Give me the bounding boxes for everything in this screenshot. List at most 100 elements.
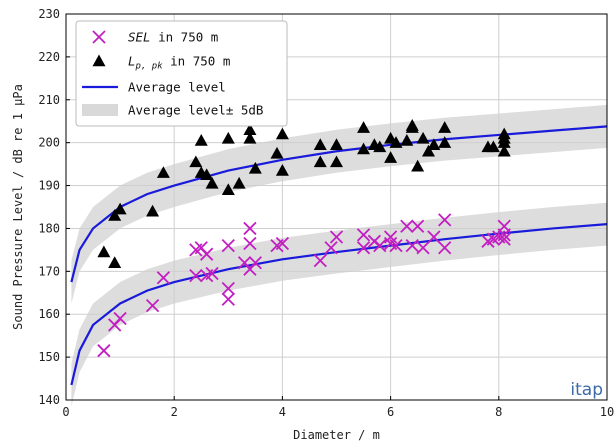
- lpk-point: [357, 142, 371, 155]
- lpk-point: [189, 155, 203, 168]
- lpk-point: [270, 146, 284, 159]
- sel-point: [324, 241, 338, 255]
- x-tick-label: 6: [387, 405, 394, 419]
- sel-point: [383, 230, 398, 244]
- sel-point: [389, 238, 403, 253]
- lpk-point: [373, 140, 387, 153]
- sel-x-stroke: [313, 253, 327, 268]
- sel-x-stroke: [400, 219, 414, 233]
- sel-point: [113, 311, 127, 326]
- sel-x-stroke: [416, 241, 430, 255]
- legend-sel-marker: [92, 30, 106, 44]
- sel-x-stroke: [324, 241, 338, 255]
- lpk-point: [156, 166, 170, 178]
- lpk-point: [497, 127, 511, 140]
- sel-x-stroke: [383, 230, 398, 244]
- sel-x-stroke: [189, 268, 203, 283]
- x-tick-label: 10: [600, 405, 614, 419]
- sel-point: [356, 228, 371, 242]
- lpk-point: [411, 159, 425, 172]
- lpk-point: [200, 168, 214, 181]
- lpk-point: [275, 127, 289, 140]
- legend-box: [75, 20, 288, 127]
- sel-x-stroke: [97, 344, 111, 358]
- sel-x-stroke: [383, 236, 398, 251]
- axis-ticks: 0 2 4 6 8 10 140 150 160 170 180 190 200 210 220 230: [38, 7, 614, 419]
- legend-label-sel: SEL in 750 m: [128, 30, 218, 45]
- sel-point: [427, 230, 441, 244]
- y-axis-label: Sound Pressure Level / dB re 1 μPa: [11, 84, 25, 330]
- lpk-point: [438, 121, 452, 133]
- lpk-point: [205, 176, 219, 189]
- x-tick-label: 8: [495, 405, 502, 419]
- sel-point: [97, 344, 111, 358]
- legend-subscript: p, pk: [135, 62, 164, 72]
- legend-band-swatch: [82, 104, 118, 116]
- sel-point: [373, 238, 387, 253]
- x-axis-label: Diameter / m: [293, 428, 380, 442]
- sel-point: [405, 238, 419, 253]
- y-tick-label: 230: [38, 7, 60, 21]
- sel-x-stroke: [243, 221, 257, 236]
- lpk-point: [243, 131, 257, 144]
- sel-x-stroke: [427, 230, 441, 244]
- sel-x-stroke: [373, 238, 387, 253]
- lpk-point: [486, 140, 500, 153]
- x-tick-label: 4: [279, 405, 286, 419]
- lpk-point: [221, 131, 235, 144]
- legend-lpk-marker: [92, 54, 106, 67]
- sel-point: [189, 268, 203, 283]
- average-level-band: [71, 104, 607, 304]
- lpk-point: [400, 134, 414, 146]
- sel-point: [411, 219, 425, 233]
- legend-italic: L: [128, 54, 136, 69]
- sel-point: [416, 241, 430, 255]
- sel-x-stroke: [248, 256, 262, 270]
- legend-label-band: Average level± 5dB: [128, 103, 263, 118]
- sel-point: [221, 281, 235, 296]
- lpk-point: [313, 138, 327, 151]
- lpk-point: [497, 144, 511, 157]
- lpk-point: [248, 161, 262, 174]
- legend-label-average: Average level: [128, 80, 226, 95]
- sel-point: [221, 292, 235, 306]
- lpk-point: [194, 134, 208, 146]
- x-tick-label: 0: [62, 405, 69, 419]
- y-tick-label: 210: [38, 93, 60, 107]
- sel-x-stroke: [497, 232, 511, 246]
- lpk-point: [416, 131, 430, 144]
- lpk-point: [438, 136, 452, 148]
- lpk-point: [389, 136, 403, 148]
- sel-point: [275, 236, 290, 251]
- sel-x-stroke: [329, 230, 344, 244]
- sel-point: [313, 253, 327, 268]
- sel-point: [145, 299, 160, 313]
- sel-x-stroke: [405, 238, 419, 253]
- lpk-point: [113, 202, 127, 215]
- lpk-point: [221, 183, 235, 196]
- sel-x-stroke: [438, 241, 452, 255]
- sel-x-stroke: [356, 228, 371, 242]
- sel-x-stroke: [221, 292, 235, 306]
- lpk-point: [97, 245, 111, 258]
- legend-rest: in 750 m: [163, 54, 231, 69]
- sel-point: [497, 228, 511, 242]
- sel-point: [438, 241, 452, 255]
- sel-point: [156, 271, 171, 285]
- sel-point: [438, 213, 452, 227]
- lpk-point: [108, 209, 122, 221]
- y-tick-label: 190: [38, 179, 60, 193]
- sel-x-stroke: [389, 238, 403, 253]
- sel-x-stroke: [92, 30, 106, 44]
- sel-point: [243, 221, 257, 236]
- legend-italic: SEL: [128, 30, 151, 45]
- sel-point: [221, 238, 235, 253]
- sel-x-stroke: [497, 228, 511, 242]
- sel-point: [356, 241, 371, 255]
- y-tick-label: 200: [38, 136, 60, 150]
- sel-point: [400, 219, 414, 233]
- sel-point: [243, 236, 257, 251]
- sel-x-stroke: [438, 213, 452, 227]
- y-tick-label: 220: [38, 50, 60, 64]
